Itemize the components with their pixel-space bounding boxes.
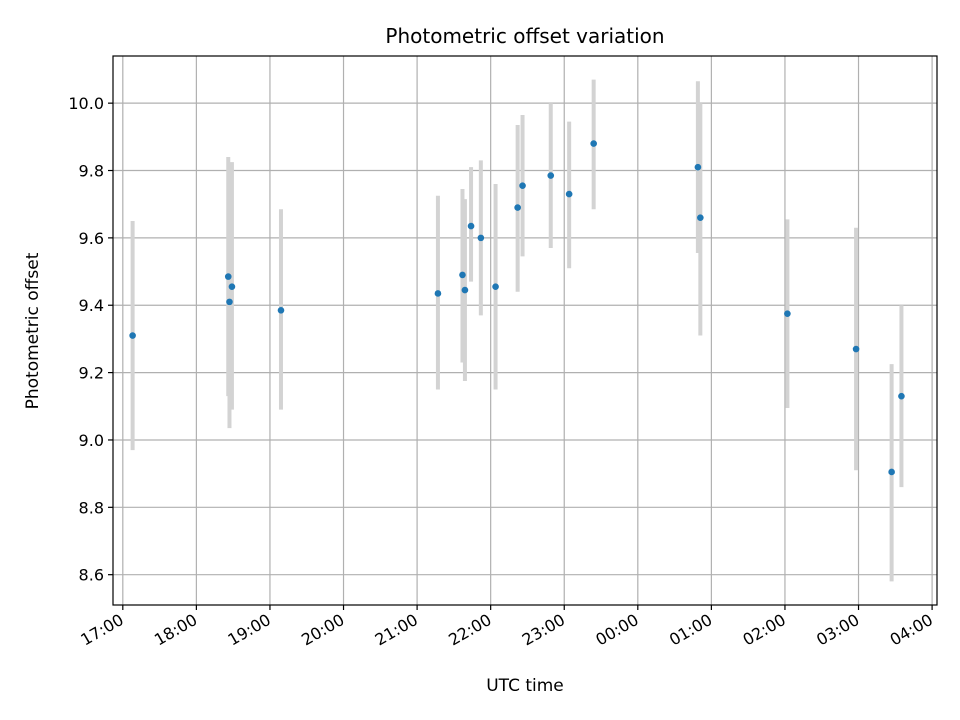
y-tick-label: 9.6 [79, 229, 104, 248]
data-point [461, 286, 469, 294]
y-tick-label: 8.8 [79, 498, 104, 517]
data-point [477, 234, 485, 242]
data-point [898, 392, 905, 400]
y-tick-label: 9.0 [79, 431, 104, 450]
data-point [784, 310, 791, 317]
data-point [565, 190, 573, 198]
grid [113, 56, 937, 605]
y-tick-label: 9.2 [79, 364, 104, 383]
y-tick-label: 9.4 [79, 296, 104, 315]
chart-title: Photometric offset variation [385, 24, 664, 48]
data-point [459, 271, 466, 279]
data-point [694, 163, 702, 171]
data-point [590, 140, 597, 147]
data-point [547, 172, 555, 179]
data-point [467, 222, 475, 230]
data-point [434, 290, 442, 297]
data-point [514, 204, 521, 211]
y-axis: 8.6 8.8 9.0 9.2 9.4 9.6 9.8 10.0 [68, 94, 113, 585]
data-point [226, 298, 233, 306]
data-point [852, 345, 860, 353]
data-point [277, 306, 285, 314]
data-point [492, 283, 499, 291]
x-axis-title: UTC time [486, 676, 564, 696]
plot-frame [112, 55, 938, 606]
data-point [888, 468, 895, 476]
y-tick-label: 10.0 [68, 94, 104, 113]
y-tick-label: 9.8 [79, 162, 104, 181]
y-axis-title: Photometric offset [23, 252, 43, 409]
data-point [224, 273, 232, 280]
markers [129, 140, 905, 476]
data-point [519, 182, 526, 189]
y-tick-label: 8.6 [79, 566, 104, 585]
data-point [129, 332, 136, 339]
data-point [228, 283, 236, 291]
data-point [697, 214, 704, 221]
